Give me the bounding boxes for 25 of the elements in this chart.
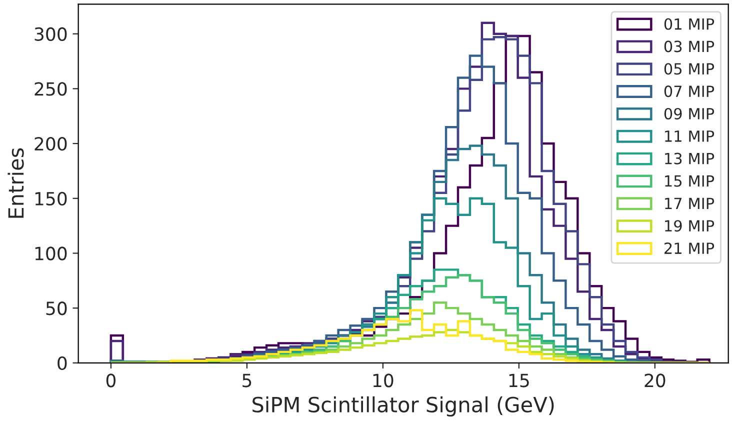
x-tick-label: 20 xyxy=(644,374,666,388)
legend-label: 09 MIP xyxy=(664,108,714,120)
legend-label: 03 MIP xyxy=(664,40,714,52)
y-axis-title: Entries xyxy=(8,148,24,218)
y-tick-label: 200 xyxy=(34,136,67,151)
legend-label: 07 MIP xyxy=(664,86,714,98)
y-tick-label: 150 xyxy=(35,192,67,206)
legend-label: 13 MIP xyxy=(665,152,714,164)
y-tick-label: 0 xyxy=(58,356,67,370)
legend-label: 05 MIP xyxy=(664,63,714,75)
x-tick-label: 0 xyxy=(106,374,116,388)
x-tick-label: 10 xyxy=(373,374,394,388)
x-axis-title: SiPM Scintillator Signal (GeV) xyxy=(252,396,554,417)
legend-label: 01 MIP xyxy=(664,18,714,30)
y-tick-label: 100 xyxy=(35,246,67,260)
legend-label: 11 MIP xyxy=(665,130,714,142)
legend-label: 17 MIP xyxy=(665,198,714,209)
legend-label: 21 MIP xyxy=(664,242,714,254)
x-tick-label: 5 xyxy=(242,374,252,388)
legend-label: 15 MIP xyxy=(665,175,714,187)
legend-label: 19 MIP xyxy=(665,220,714,232)
x-tick-label: 15 xyxy=(509,374,529,388)
y-tick-label: 300 xyxy=(34,27,67,41)
y-tick-label: 250 xyxy=(34,82,67,96)
y-tick-label: 50 xyxy=(46,302,67,316)
